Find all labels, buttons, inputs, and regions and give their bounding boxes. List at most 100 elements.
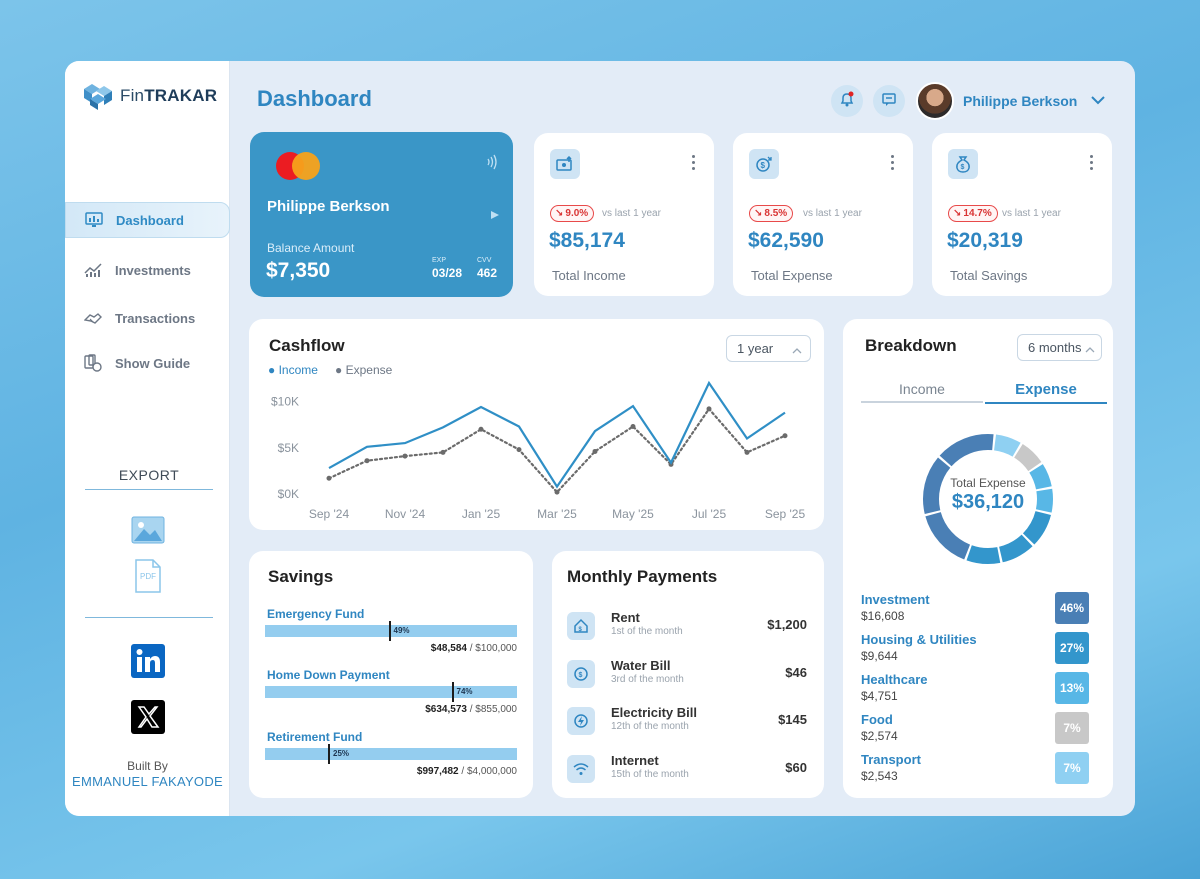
messages-button[interactable] <box>873 85 905 117</box>
x-tick-label: Nov '24 <box>385 507 426 521</box>
linkedin-icon[interactable] <box>131 644 165 678</box>
fund-progress-marker <box>451 682 454 702</box>
payment-amount: $46 <box>785 665 807 680</box>
data-point-expense <box>478 426 484 432</box>
cvv-value: 462 <box>477 266 498 280</box>
fund-saved: $48,584 <box>430 643 467 654</box>
stat-value: $85,174 <box>549 229 625 252</box>
house-icon: $ <box>567 612 595 640</box>
user-name[interactable]: Philippe Berkson <box>963 93 1078 109</box>
sidebar-item-transactions[interactable]: Transactions <box>65 300 230 336</box>
category-value: $9,644 <box>861 649 898 663</box>
y-tick-label: $5K <box>278 441 299 455</box>
tab-expense[interactable]: Expense <box>985 381 1107 404</box>
legend-expense-label: Expense <box>345 363 393 377</box>
total-expense-card: $ ↘ 8.5% vs last 1 year $62,590 Total Exp… <box>733 133 913 296</box>
sidebar-item-dashboard[interactable]: Dashboard <box>65 202 230 238</box>
category-name: Transport <box>861 752 921 767</box>
category-pct: 7% <box>1055 752 1089 784</box>
sidebar: FinTRAKAR Dashboard Investments Transact… <box>65 61 230 816</box>
contactless-icon <box>485 154 499 175</box>
more-options-icon[interactable] <box>1090 155 1094 173</box>
monthly-payments-card: Monthly Payments $ Rent 1st of the month… <box>552 551 824 798</box>
payment-row[interactable]: Electricity Bill 12th of the month $145 <box>567 703 807 743</box>
category-pct: 27% <box>1055 632 1089 664</box>
fund-pct: 49% <box>393 626 410 635</box>
sidebar-item-investments[interactable]: Investments <box>65 252 230 288</box>
fund-saved: $634,573 <box>425 704 467 715</box>
exp-date: 03/28 <box>432 266 463 280</box>
payment-amount: $145 <box>778 712 807 727</box>
donut-segment <box>939 434 994 467</box>
data-point-expense <box>364 458 370 464</box>
x-twitter-icon[interactable] <box>131 700 165 734</box>
stat-value: $20,319 <box>947 229 1023 252</box>
cashflow-period-select[interactable]: 1 year <box>726 335 811 362</box>
data-point-expense <box>440 449 446 455</box>
category-value: $2,543 <box>861 769 898 783</box>
data-point-expense <box>326 475 332 481</box>
tab-income[interactable]: Income <box>861 381 983 403</box>
payment-amount: $1,200 <box>767 617 807 632</box>
breakdown-title: Breakdown <box>865 336 957 355</box>
savings-title: Savings <box>268 567 334 586</box>
fund-progress-bar: 25% <box>265 744 517 764</box>
payment-row[interactable]: Internet 15th of the month $60 <box>567 751 807 791</box>
donut-segment <box>923 457 951 514</box>
export-pdf-icon[interactable]: PDF <box>131 559 165 593</box>
play-arrow-icon[interactable] <box>491 206 499 224</box>
donut-value: $36,120 <box>951 491 1025 513</box>
data-point-expense <box>402 453 408 459</box>
fund-saved: $997,482 <box>416 766 459 777</box>
donut-segment <box>994 434 1021 457</box>
x-tick-label: Jan '25 <box>462 507 501 521</box>
divider <box>85 489 213 490</box>
cashflow-card: Cashflow 1 year ● Income ● Expense $10K $… <box>249 319 824 530</box>
sidebar-item-show-guide[interactable]: Show Guide <box>65 345 230 381</box>
data-point-expense <box>516 447 522 453</box>
logo-text: FinTRAKAR <box>120 86 218 105</box>
category-name: Housing & Utilities <box>861 632 977 647</box>
export-image-icon[interactable] <box>131 513 165 547</box>
fund-pct: 74% <box>456 687 473 696</box>
donut-label: Total Expense <box>950 476 1026 490</box>
series-line-income <box>328 380 786 489</box>
more-options-icon[interactable] <box>891 155 895 173</box>
y-tick-label: $10K <box>271 395 299 409</box>
svg-text:$: $ <box>961 164 965 171</box>
built-by-label: Built By <box>127 759 168 773</box>
sidebar-item-label: Transactions <box>115 310 196 326</box>
payment-due: 3rd of the month <box>611 674 684 685</box>
mastercard-icon <box>276 152 322 180</box>
fund-progress-marker <box>388 621 391 641</box>
logo: FinTRAKAR <box>82 81 217 111</box>
donut-segment <box>1029 464 1052 490</box>
donut-segment <box>999 534 1033 563</box>
payment-row[interactable]: $ Water Bill 3rd of the month $46 <box>567 656 807 696</box>
fund-target: / $100,000 <box>466 643 517 654</box>
svg-text:$: $ <box>761 161 766 170</box>
category-pct: 13% <box>1055 672 1089 704</box>
payment-row[interactable]: $ Rent 1st of the month $1,200 <box>567 608 807 648</box>
chart-icon <box>83 261 103 279</box>
data-point-expense <box>630 423 636 429</box>
legend-expense: ● Expense <box>335 363 393 377</box>
avatar[interactable] <box>916 82 954 120</box>
cvv-label: CVV <box>477 257 492 264</box>
breakdown-period-select[interactable]: 6 months <box>1017 334 1102 361</box>
savings-card: Savings Emergency Fund 49% $48,584 / $10… <box>249 551 533 798</box>
stat-label: Total Income <box>552 268 626 283</box>
notifications-button[interactable] <box>831 85 863 117</box>
handshake-icon <box>83 309 103 327</box>
payment-due: 1st of the month <box>611 626 683 637</box>
payments-title: Monthly Payments <box>567 567 718 586</box>
chevron-down-icon[interactable] <box>1090 93 1106 111</box>
fund-name: Home Down Payment <box>267 668 390 682</box>
more-options-icon[interactable] <box>692 155 696 173</box>
vs-label: vs last 1 year <box>1002 208 1061 219</box>
message-icon <box>881 91 897 112</box>
export-pdf-label: PDF <box>140 572 156 581</box>
expense-donut-chart <box>923 434 1053 564</box>
breakdown-row: Transport $2,543 7% <box>861 752 1089 788</box>
data-point-expense <box>744 449 750 455</box>
